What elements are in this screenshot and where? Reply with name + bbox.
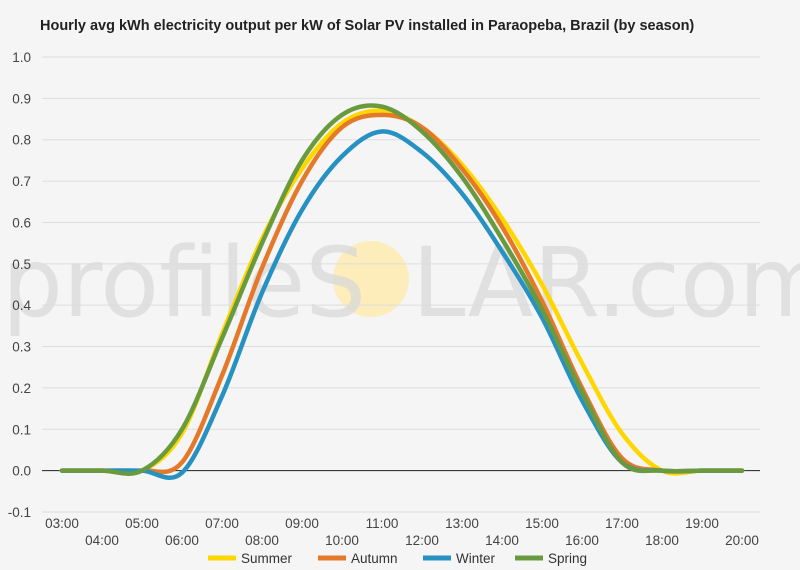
x-tick-label: 20:00 [725, 533, 759, 548]
x-tick-label: 08:00 [245, 533, 279, 548]
x-tick-label: 11:00 [366, 516, 399, 531]
x-tick-label: 12:00 [405, 533, 439, 548]
x-tick-label: 16:00 [565, 533, 599, 548]
legend-label-summer: Summer [241, 551, 293, 566]
x-tick-label: 18:00 [645, 533, 679, 548]
x-tick-label: 10:00 [325, 533, 359, 548]
watermark-text-left: profileS [2, 227, 366, 339]
x-tick-label: 19:00 [685, 516, 719, 531]
y-tick-label: 0.1 [12, 422, 31, 437]
y-tick-label: 0.6 [12, 215, 31, 230]
x-tick-label: 14:00 [485, 533, 519, 548]
y-tick-label: 0.7 [12, 174, 31, 189]
chart-title: Hourly avg kWh electricity output per kW… [40, 18, 695, 34]
x-tick-label: 05:00 [125, 516, 159, 531]
y-tick-label: 0.4 [12, 298, 31, 313]
x-tick-label: 15:00 [525, 516, 559, 531]
x-tick-label: 04:00 [85, 533, 119, 548]
y-tick-label: 0.9 [12, 91, 31, 106]
y-tick-label: 1.0 [12, 50, 31, 65]
series-line-autumn [59, 112, 745, 475]
y-tick-label: 0.8 [12, 133, 31, 148]
watermark-text-right: LAR.com [412, 227, 800, 339]
legend-label-spring: Spring [548, 551, 587, 566]
series-line-spring [59, 103, 745, 476]
watermark-sun-icon [333, 241, 409, 317]
y-tick-label: 0.0 [12, 464, 31, 479]
x-tick-label: 13:00 [445, 516, 479, 531]
x-tick-label: 09:00 [285, 516, 319, 531]
legend-label-autumn: Autumn [351, 551, 398, 566]
y-tick-label: 0.3 [12, 340, 31, 355]
y-tick-label: 0.5 [12, 257, 31, 272]
x-tick-label: 17:00 [605, 516, 639, 531]
x-tick-label: 03:00 [45, 516, 79, 531]
x-tick-label: 07:00 [205, 516, 239, 531]
x-tick-label: 06:00 [165, 533, 199, 548]
y-tick-label: -0.1 [8, 505, 31, 520]
legend-label-winter: Winter [456, 551, 496, 566]
y-tick-label: 0.2 [12, 381, 31, 396]
